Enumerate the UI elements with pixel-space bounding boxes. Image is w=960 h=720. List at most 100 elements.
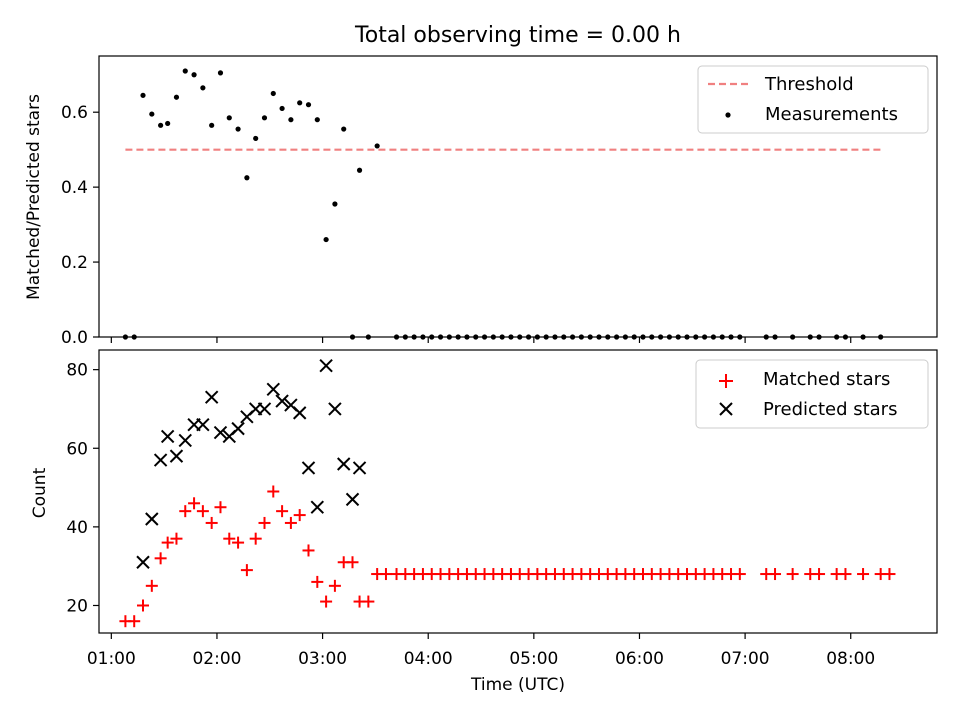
measurement-point bbox=[332, 201, 338, 207]
measurement-point bbox=[374, 143, 380, 149]
top-legend: Threshold Measurements bbox=[697, 65, 929, 134]
measurement-point bbox=[226, 115, 232, 121]
bottom-axes: Count Time (UTC) 20 40 60 80 01:00 02:00 03:0… bbox=[30, 349, 938, 695]
top-y-tick-label: 0.0 bbox=[61, 328, 88, 348]
top-axes: Matched/Predicted stars 0.0 0.2 0.4 0.6 Thr… bbox=[24, 55, 938, 348]
predicted-star-point bbox=[337, 457, 351, 471]
predicted-star-point bbox=[196, 417, 210, 432]
top-y-ticks: 0.0 0.2 0.4 0.6 bbox=[61, 103, 99, 348]
matched-star-point bbox=[813, 568, 826, 581]
bottom-x-tick-label: 07:00 bbox=[721, 649, 770, 669]
predicted-star-point bbox=[266, 382, 280, 397]
matched-star-point bbox=[128, 615, 141, 628]
legend-matched-label: Matched stars bbox=[763, 369, 890, 390]
matched-star-point bbox=[214, 501, 227, 514]
bottom-plot-area bbox=[119, 359, 896, 628]
measurement-point bbox=[140, 92, 146, 98]
predicted-star-point bbox=[319, 359, 333, 373]
matched-star-point bbox=[258, 516, 271, 529]
matched-star-point bbox=[320, 595, 333, 608]
measurement-point bbox=[341, 126, 347, 132]
measurement-point bbox=[217, 70, 224, 76]
bottom-y-axis-label: Count bbox=[30, 467, 50, 518]
measurement-point bbox=[253, 135, 259, 142]
matched-star-point bbox=[154, 552, 167, 565]
matched-star-point bbox=[161, 536, 174, 549]
measurement-point bbox=[149, 111, 155, 117]
matched-star-point bbox=[137, 599, 150, 612]
top-y-tick-label: 0.2 bbox=[61, 253, 88, 273]
matched-star-point bbox=[145, 579, 158, 592]
measurement-point bbox=[314, 117, 320, 123]
bottom-y-ticks: 20 40 60 80 bbox=[66, 361, 99, 616]
predicted-star-point bbox=[352, 461, 367, 475]
matched-star-point bbox=[839, 568, 852, 581]
measurement-point bbox=[270, 90, 276, 97]
measurement-point bbox=[191, 72, 197, 78]
measurement-point bbox=[173, 94, 180, 100]
bottom-x-tick-label: 05:00 bbox=[509, 649, 558, 669]
legend-predicted-swatch bbox=[719, 402, 733, 416]
bottom-y-tick-label: 60 bbox=[66, 439, 88, 459]
matched-star-point bbox=[379, 568, 392, 581]
predicted-star-point bbox=[136, 555, 150, 569]
measurement-point bbox=[235, 126, 241, 132]
matched-star-point bbox=[249, 532, 262, 545]
predicted-star-point bbox=[169, 449, 184, 463]
figure-title: Total observing time = 0.00 h bbox=[354, 23, 681, 48]
matched-star-point bbox=[170, 532, 183, 545]
top-legend-box bbox=[697, 65, 929, 134]
predicted-star-point bbox=[328, 402, 342, 416]
legend-predicted-label: Predicted stars bbox=[763, 399, 897, 420]
bottom-x-tick-label: 08:00 bbox=[826, 649, 875, 669]
predicted-star-point bbox=[345, 492, 360, 507]
predicted-star-point bbox=[292, 406, 307, 420]
matched-star-point bbox=[857, 568, 870, 581]
bottom-x-axis-label: Time (UTC) bbox=[470, 675, 565, 695]
bottom-legend: Matched stars Predicted stars bbox=[695, 359, 929, 429]
matched-star-point bbox=[179, 505, 192, 518]
measurement-point bbox=[297, 100, 303, 106]
matched-star-point bbox=[311, 575, 324, 588]
bottom-x-tick-label: 04:00 bbox=[404, 649, 453, 669]
bottom-axes-frame bbox=[98, 349, 938, 634]
matched-star-point bbox=[196, 505, 209, 518]
legend-matched-swatch bbox=[719, 374, 733, 388]
matched-star-point bbox=[284, 516, 297, 529]
top-y-tick-label: 0.4 bbox=[61, 178, 88, 198]
matched-star-point bbox=[223, 532, 236, 545]
matched-star-point bbox=[362, 595, 375, 608]
measurement-point bbox=[209, 122, 215, 128]
top-x-ticks bbox=[110, 337, 852, 343]
predicted-star-point bbox=[257, 402, 272, 416]
bottom-x-tick-label: 02:00 bbox=[192, 649, 241, 669]
measurement-point bbox=[244, 175, 250, 181]
legend-threshold-label: Threshold bbox=[764, 74, 854, 95]
matched-star-point bbox=[276, 505, 289, 518]
matched-star-point bbox=[883, 568, 896, 581]
predicted-star-point bbox=[231, 421, 245, 436]
bottom-x-tick-label: 06:00 bbox=[615, 649, 664, 669]
predicted-star-point bbox=[204, 390, 219, 404]
bottom-x-tick-label: 01:00 bbox=[87, 649, 136, 669]
bottom-legend-box bbox=[695, 359, 929, 429]
top-y-tick-label: 0.6 bbox=[61, 103, 88, 123]
measurement-point bbox=[158, 122, 164, 128]
measurement-point bbox=[356, 167, 363, 173]
matched-star-point bbox=[240, 564, 253, 577]
predicted-star-point bbox=[178, 433, 192, 448]
bottom-y-tick-label: 20 bbox=[66, 596, 88, 616]
measurement-point bbox=[165, 120, 171, 127]
predicted-star-point bbox=[160, 429, 175, 444]
measurement-point bbox=[182, 68, 188, 74]
measurement-point bbox=[279, 105, 285, 112]
matched-star-point bbox=[328, 579, 341, 592]
measurement-point bbox=[261, 115, 268, 121]
matched-star-point bbox=[188, 497, 201, 510]
predicted-star-point bbox=[310, 500, 325, 514]
top-axes-frame bbox=[98, 55, 938, 338]
matched-star-point bbox=[232, 536, 245, 549]
predicted-star-point bbox=[213, 425, 228, 440]
matched-star-point bbox=[786, 568, 799, 581]
